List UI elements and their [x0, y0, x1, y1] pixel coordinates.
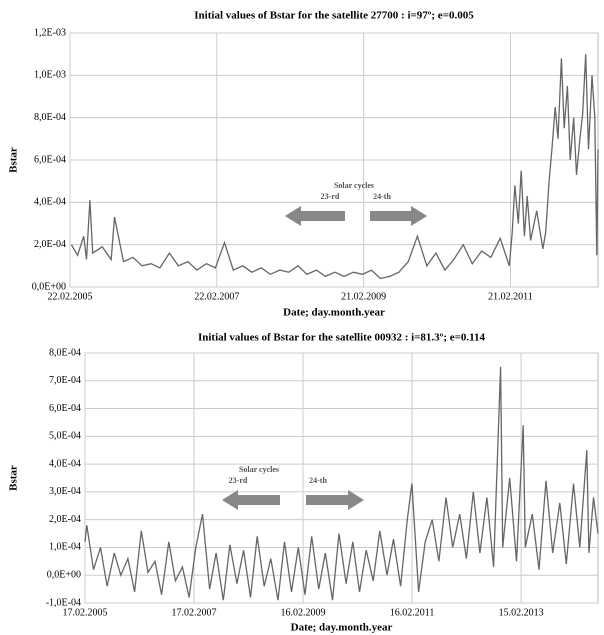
- annotation: Solar cycles: [334, 181, 374, 190]
- y-tick-label: 2,0E-04: [49, 514, 81, 525]
- x-tick-label: 16.02.2009: [281, 607, 326, 618]
- y-tick-label: 6,0E-04: [49, 403, 81, 414]
- y-tick-label: 4,0E-04: [34, 197, 66, 208]
- annotation: 24-th: [309, 476, 327, 485]
- x-tick-label: 22.02.2005: [48, 291, 93, 302]
- y-tick-label: 8,0E-04: [34, 112, 66, 123]
- y-tick-label: 1,0E-04: [49, 542, 81, 553]
- x-tick-label: 16.02.2011: [390, 607, 435, 618]
- y-axis-title: Bstar: [8, 465, 20, 491]
- y-tick-label: 5,0E-04: [49, 431, 81, 442]
- arrow-right: [370, 206, 427, 226]
- x-axis-title: Date; day.month.year: [291, 622, 393, 634]
- annotation: 24-th: [373, 192, 391, 201]
- arrow-left: [222, 490, 280, 510]
- y-tick-label: 6,0E-04: [34, 154, 66, 165]
- x-tick-label: 15.02.2013: [499, 607, 544, 618]
- y-tick-label: 2,0E-04: [34, 239, 66, 250]
- y-tick-label: 4,0E-04: [49, 458, 81, 469]
- arrow-right: [306, 490, 364, 510]
- data-line: [70, 54, 599, 280]
- annotation: Solar cycles: [239, 465, 279, 474]
- y-tick-label: 1,2E-03: [34, 27, 66, 38]
- x-tick-label: 17.02.2005: [63, 607, 108, 618]
- x-tick-label: 21.02.2009: [341, 291, 386, 302]
- y-tick-label: 0,0E+00: [32, 281, 66, 292]
- y-tick-label: 3,0E-04: [49, 486, 81, 497]
- x-axis-title: Date; day.month.year: [283, 307, 385, 319]
- chart-title: Initial values of Bstar for the satellit…: [198, 332, 486, 344]
- annotation: 23-rd: [321, 192, 340, 201]
- y-tick-label: 0,0E+00: [47, 570, 81, 581]
- y-tick-label: -1,0E-04: [46, 597, 81, 608]
- chart-title: Initial values of Bstar for the satellit…: [194, 10, 474, 22]
- data-line: [84, 366, 599, 601]
- x-tick-label: 17.02.2007: [172, 607, 217, 618]
- arrow-left: [285, 206, 345, 226]
- x-tick-label: 22.02.2007: [194, 291, 239, 302]
- y-tick-label: 7,0E-04: [49, 375, 81, 386]
- y-axis-title: Bstar: [8, 147, 20, 173]
- x-tick-label: 21.02.2011: [488, 291, 533, 302]
- y-tick-label: 8,0E-04: [49, 347, 81, 358]
- y-tick-label: 1,0E-03: [34, 70, 66, 81]
- annotation: 23-rd: [229, 476, 248, 485]
